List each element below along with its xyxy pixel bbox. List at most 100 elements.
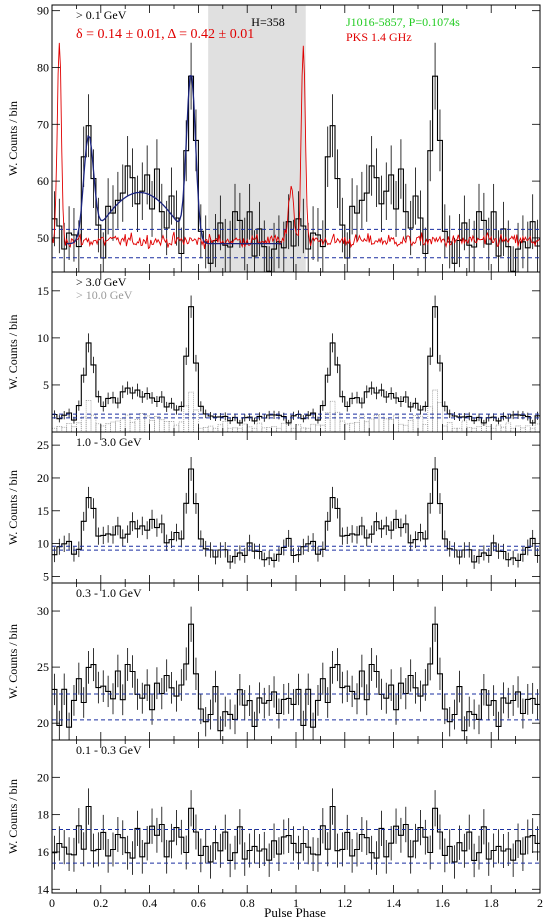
gray-hist-bar [471, 427, 477, 433]
gray-hist-bar [241, 423, 248, 433]
gray-hist-bar [271, 426, 277, 433]
fit-curve [66, 75, 282, 245]
gray-hist-bar [178, 421, 185, 433]
gray-hist-bar [520, 427, 526, 433]
gray-hist-bar [261, 427, 268, 433]
error-bars [54, 295, 538, 426]
gray-hist-bar [315, 424, 321, 433]
y-axis-label: W. Counts / bin [6, 624, 20, 699]
x-tick-labels: 0 0.2 0.4 0.6 0.8 1 1.2 1.4 1.6 1.8 2 [49, 896, 543, 910]
gray-hist-bar [300, 427, 307, 433]
gray-hist-bar [456, 427, 463, 433]
gray-hist-bar [266, 427, 273, 433]
gray-hist-bar [158, 419, 165, 433]
y-tick-labels: 50 60 70 80 90 [37, 4, 49, 245]
y-tick-labels: 20 25 30 [37, 604, 49, 730]
y-tick-label: 90 [37, 4, 49, 18]
y-tick-label: 25 [37, 438, 49, 452]
pulsar-label: J1016-5857, P=0.1074s [346, 15, 460, 29]
gray-hist-bar [407, 419, 414, 433]
y-tick-label: 20 [37, 716, 49, 730]
h-test-label: H=358 [251, 15, 284, 29]
gray-hist-bar [144, 415, 151, 433]
y-tick-labels: 5 10 15 [37, 284, 49, 392]
gray-hist-bar [163, 421, 170, 433]
gray-hist-bar [237, 427, 243, 433]
gray-hist-bar [246, 426, 253, 433]
energy-label: 0.1 - 0.3 GeV [76, 743, 142, 757]
gray-hist-bar [354, 421, 360, 433]
gray-hist-bar [188, 391, 194, 433]
gray-hist-bar [80, 416, 87, 433]
panel-frame [51, 739, 541, 894]
gray-hist-bar [329, 400, 336, 433]
secondary-energy-label: > 10.0 GeV [76, 288, 133, 302]
gray-hist-bar [76, 422, 82, 433]
y-tick-label: 16 [37, 845, 49, 859]
gray-hist-bar [422, 424, 429, 433]
x-tick-label: 0 [49, 896, 55, 910]
y-tick-label: 18 [37, 808, 49, 822]
y-tick-label: 14 [37, 882, 49, 896]
gray-hist-bar [446, 422, 453, 433]
x-tick-label: 0.2 [93, 896, 108, 910]
gray-hist-bar [85, 400, 92, 433]
gray-hist-bar [373, 415, 380, 433]
gray-hist-bar [217, 424, 224, 433]
gray-hist-bar [412, 415, 419, 433]
gray-hist-bar [427, 406, 434, 433]
gray-hist-bar [495, 424, 502, 433]
gray-hist-bar [441, 425, 448, 433]
y-tick-label: 5 [43, 378, 49, 392]
gray-hist-bar [115, 420, 121, 433]
x-tick-label: 0.4 [142, 896, 157, 910]
gray-hist-bar [339, 420, 346, 433]
gray-hist-bar [290, 427, 297, 433]
gray-hist-bar [383, 418, 390, 433]
x-tick-label: 1.8 [484, 896, 499, 910]
gray-hist-bar [432, 389, 438, 433]
gray-hist-bar [510, 427, 517, 433]
y-tick-labels: 5 10 15 20 25 [37, 438, 49, 583]
panel-0.1to0.3: 14 16 18 20 W. Counts / bin 0.1 - 0.3 GeV [6, 739, 541, 896]
gray-hist-bar [71, 426, 77, 433]
gray-hist-bar [256, 422, 263, 433]
error-bars [54, 457, 538, 569]
y-tick-labels: 14 16 18 20 [37, 770, 49, 896]
histogram-line [52, 623, 540, 732]
y-tick-label: 60 [37, 174, 49, 188]
gray-hist-bar [276, 427, 282, 433]
energy-label: 0.3 - 1.0 GeV [76, 586, 142, 600]
gray-hist-bar [324, 412, 331, 433]
x-tick-label: 1.2 [337, 896, 352, 910]
gray-hist-bar [168, 421, 175, 433]
y-tick-label: 20 [37, 471, 49, 485]
panel-frame [51, 431, 541, 584]
gray-hist-bar [349, 422, 355, 433]
gray-hist-bar [183, 405, 190, 433]
gray-hist-bar [207, 425, 214, 433]
y-tick-label: 30 [37, 604, 49, 618]
error-bars [54, 788, 538, 879]
y-tick-label: 20 [37, 770, 49, 784]
x-tick-label: 1.4 [386, 896, 401, 910]
y-tick-label: 15 [37, 284, 49, 298]
gray-hist-bar [232, 427, 238, 433]
off-pulse-region [208, 5, 306, 272]
gray-hist-bar [139, 413, 146, 433]
gray-hist-bar [363, 421, 370, 433]
y-tick-label: 25 [37, 660, 49, 674]
y-tick-label: 10 [37, 331, 49, 345]
panel-top: 50 60 70 80 90 W. Counts / bin > 0.1 GeV δ = 0.… [6, 4, 541, 273]
gray-hist-bar [295, 424, 302, 433]
gray-hist-bar [110, 421, 116, 433]
y-axis-label: W. Counts / bin [6, 779, 20, 854]
gray-hist-bar [500, 426, 507, 433]
x-tick-label: 1 [293, 896, 299, 910]
gray-hist-bar [524, 425, 531, 433]
gray-hist-bar [197, 427, 204, 433]
error-bars [54, 606, 538, 740]
gray-hist-bar [280, 422, 287, 433]
gray-hist-bar [398, 423, 404, 433]
y-tick-label: 5 [43, 569, 49, 583]
